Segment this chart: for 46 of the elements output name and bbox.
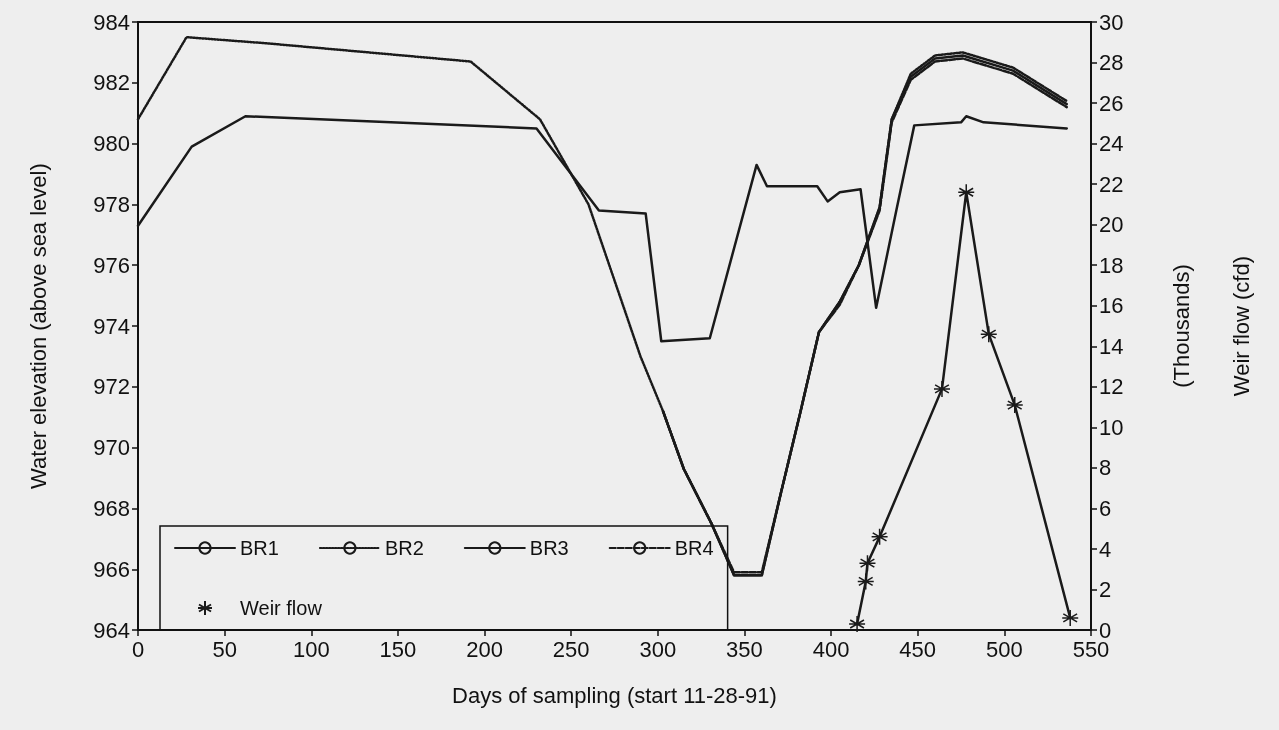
y2-tick-label: 10 [1099, 414, 1124, 440]
y2-tick-label: 14 [1099, 333, 1124, 359]
x-tick-label: 500 [986, 636, 1023, 662]
legend-label: BR1 [240, 537, 279, 559]
legend-label: BR3 [529, 537, 569, 559]
y2-tick-label: 28 [1099, 50, 1124, 76]
y2-tick-label: 30 [1099, 9, 1124, 35]
y-tick-label: 974 [93, 313, 130, 339]
y-tick-label: 982 [93, 70, 130, 96]
x-tick-label: 150 [379, 636, 417, 662]
x-tick-label: 50 [212, 636, 237, 662]
y-tick-label: 972 [93, 374, 130, 400]
text: (Thousands) Weir flow (cfd) [1168, 255, 1254, 397]
y-tick-label: 964 [93, 617, 130, 643]
y2-tick-label: 18 [1099, 252, 1124, 278]
y2-tick-label: 0 [1099, 617, 1112, 643]
y2-tick-label: 16 [1099, 293, 1124, 319]
x-tick-label: 400 [812, 636, 850, 662]
x-tick-label: 100 [292, 636, 330, 662]
y-tick-label: 978 [93, 191, 130, 217]
legend-label: BR4 [674, 537, 714, 559]
y-tick-label: 966 [93, 556, 130, 582]
y-tick-label: 980 [93, 131, 130, 157]
x-tick-label: 300 [639, 636, 677, 662]
x-tick-label: 200 [466, 636, 503, 662]
x-tick-label: 0 [131, 636, 145, 662]
y2-tick-label: 8 [1099, 455, 1112, 481]
y2-tick-label: 4 [1099, 536, 1112, 562]
y-tick-label: 970 [93, 435, 130, 461]
y-axis-title: Water elevation (above sea level) [25, 163, 51, 489]
x-tick-label: 450 [899, 636, 937, 662]
y-tick-label: 984 [93, 9, 130, 35]
y2-tick-label: 2 [1099, 577, 1112, 603]
y2-tick-label: 12 [1099, 374, 1124, 400]
legend-label: Weir flow [240, 597, 323, 619]
x-tick-label: 350 [726, 636, 763, 662]
y2-tick-label: 26 [1099, 90, 1124, 116]
x-tick-label: 250 [552, 636, 590, 662]
x-axis-title: Days of sampling (start 11-28-91) [452, 682, 777, 708]
y-tick-label: 976 [93, 252, 130, 278]
y2-tick-label: 20 [1099, 212, 1124, 238]
y2-tick-label: 24 [1099, 131, 1124, 157]
y-tick-label: 968 [93, 495, 130, 521]
y2-tick-label: 22 [1099, 171, 1124, 197]
legend-label: BR2 [384, 537, 424, 559]
y2-tick-label: 6 [1099, 495, 1112, 521]
